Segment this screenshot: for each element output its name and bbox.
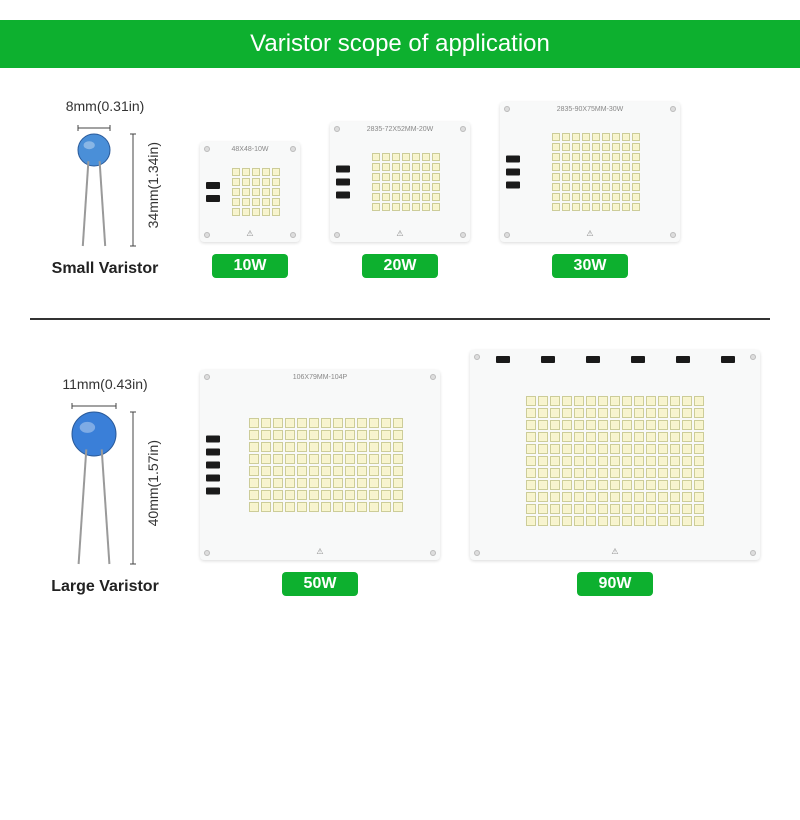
wattage-badge: 10W — [212, 254, 289, 278]
board-item: 106X79MM-104P ⚠ 50W — [200, 370, 440, 596]
large-boards-row: 106X79MM-104P ⚠ 50W ⚠ 90W — [200, 350, 770, 596]
led-grid — [552, 133, 640, 211]
led-grid — [249, 418, 403, 512]
small-varistor-name: Small Varistor — [52, 260, 159, 278]
board-model-text: 2835-90X75MM-30W — [557, 106, 624, 113]
led-board: ⚠ — [470, 350, 760, 560]
warning-icon: ⚠ — [611, 547, 618, 556]
warning-icon: ⚠ — [586, 229, 593, 238]
led-board: 48X48-10W ⚠ — [200, 142, 300, 242]
large-varistor-block: 11mm(0.43in) 40mm(1.57in) Large Varistor — [30, 376, 180, 596]
small-width-label: 8mm(0.31in) — [66, 98, 145, 114]
led-grid — [232, 168, 280, 216]
large-width-label: 11mm(0.43in) — [62, 376, 147, 392]
warning-icon: ⚠ — [316, 547, 323, 556]
wattage-badge: 50W — [282, 572, 359, 596]
large-section: 11mm(0.43in) 40mm(1.57in) Large Varistor… — [0, 350, 800, 596]
wattage-badge: 90W — [577, 572, 654, 596]
warning-icon: ⚠ — [246, 229, 253, 238]
board-model-text: 106X79MM-104P — [293, 374, 347, 381]
led-board: 106X79MM-104P ⚠ — [200, 370, 440, 560]
small-height-label: 34mm(1.34in) — [145, 142, 161, 228]
led-grid — [526, 396, 704, 526]
header-banner: Varistor scope of application — [0, 20, 800, 68]
small-boards-row: 48X48-10W ⚠ 10W 2835-72X52MM-20W ⚠ 20W 2835-90… — [200, 102, 770, 278]
header-text: Varistor scope of application — [250, 30, 550, 58]
section-divider — [30, 318, 770, 320]
board-item: ⚠ 90W — [470, 350, 760, 596]
small-varistor-block: 8mm(0.31in) 34mm(1.34in) Small Varistor — [30, 98, 180, 278]
large-varistor-icon — [49, 398, 139, 568]
small-varistor-icon — [49, 120, 139, 250]
led-board: 2835-72X52MM-20W ⚠ — [330, 122, 470, 242]
board-model-text: 48X48-10W — [232, 146, 269, 153]
large-height-label: 40mm(1.57in) — [145, 440, 161, 526]
board-item: 2835-90X75MM-30W ⚠ 30W — [500, 102, 680, 278]
small-section: 8mm(0.31in) 34mm(1.34in) Small Varistor … — [0, 98, 800, 278]
board-model-text: 2835-72X52MM-20W — [367, 126, 434, 133]
led-board: 2835-90X75MM-30W ⚠ — [500, 102, 680, 242]
wattage-badge: 20W — [362, 254, 439, 278]
led-grid — [372, 153, 440, 211]
large-varistor-name: Large Varistor — [51, 578, 159, 596]
warning-icon: ⚠ — [396, 229, 403, 238]
board-item: 48X48-10W ⚠ 10W — [200, 142, 300, 278]
wattage-badge: 30W — [552, 254, 629, 278]
board-item: 2835-72X52MM-20W ⚠ 20W — [330, 122, 470, 278]
